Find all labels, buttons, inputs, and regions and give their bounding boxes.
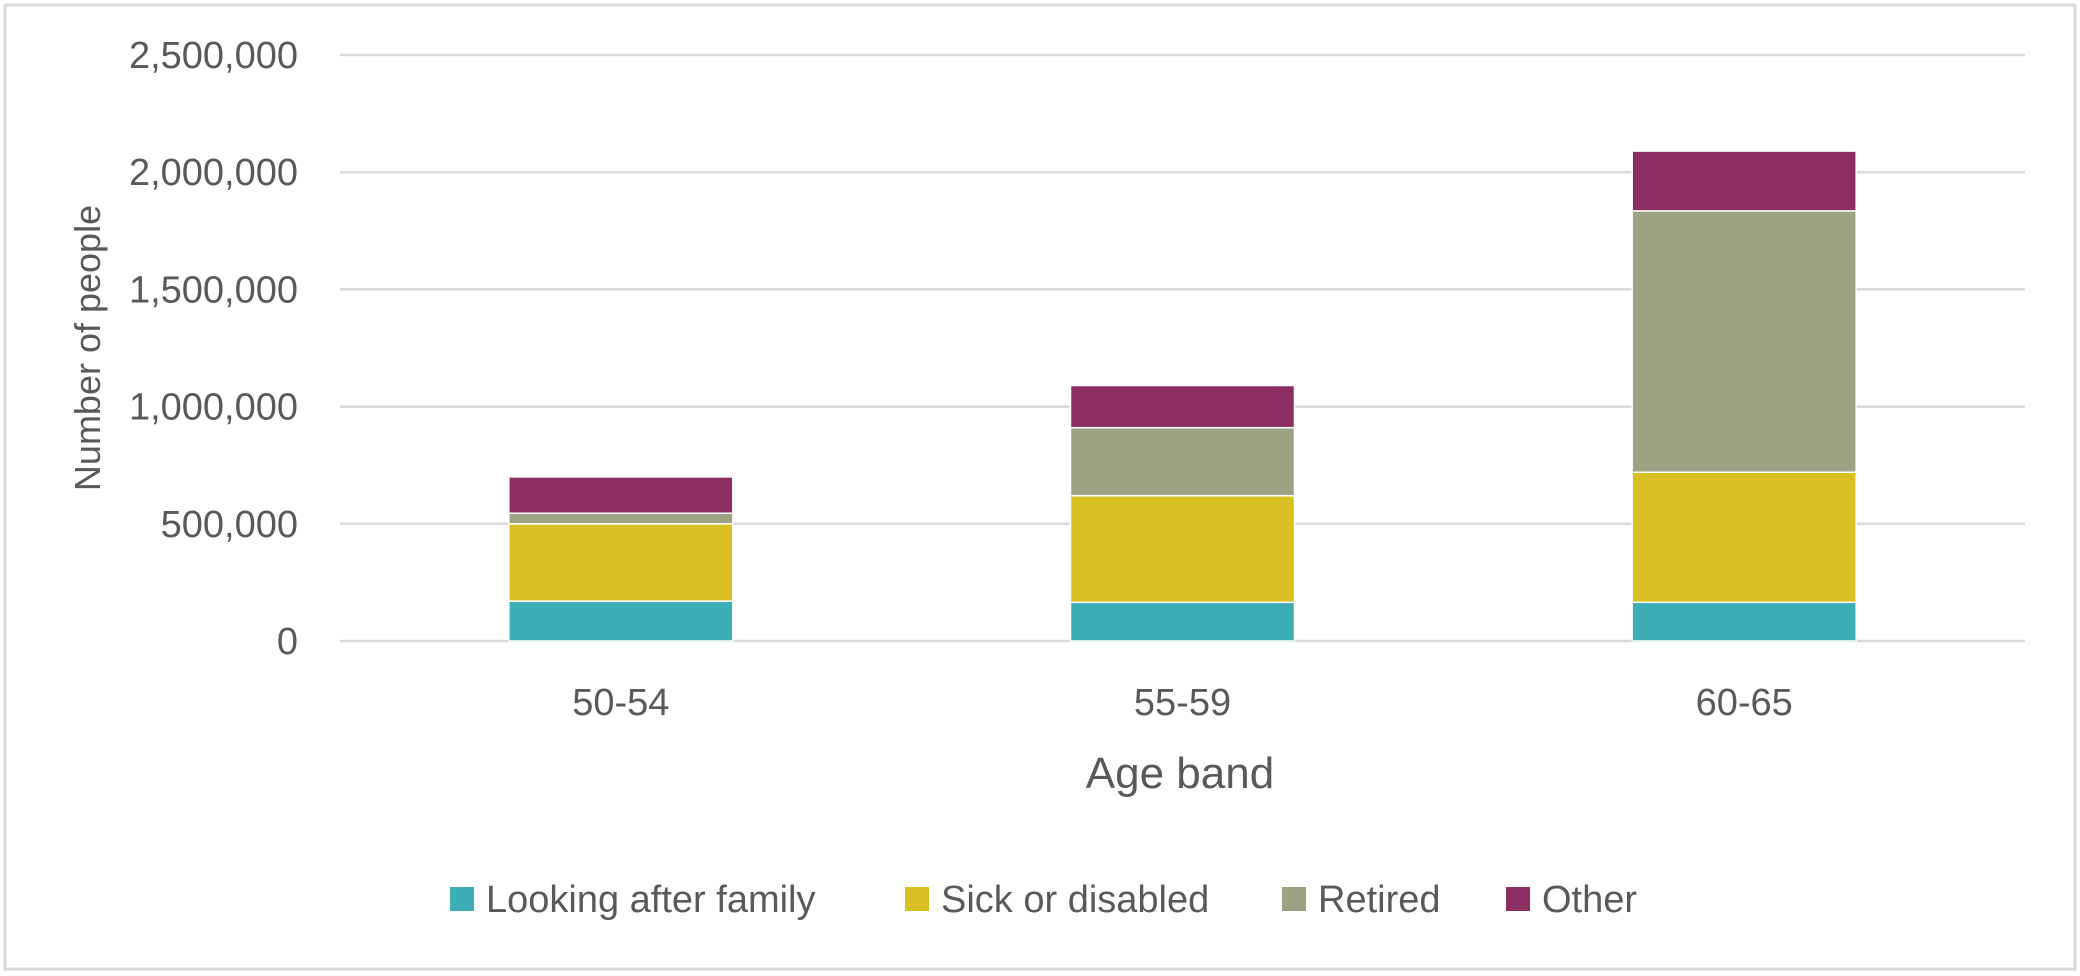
legend-item-other: Other [1506,879,1637,921]
legend-label: Looking after family [486,879,816,921]
bar-segment-other-60-65 [1631,150,1857,212]
legend-swatch [905,887,929,911]
bar-segment-other-50-54 [508,476,734,515]
bar-segment-looking-after-family-60-65 [1631,601,1857,642]
legend-item-looking-after-family: Looking after family [450,879,816,921]
bar-segment-retired-60-65 [1631,210,1857,473]
bar-segment-looking-after-family-50-54 [508,600,734,642]
y-tick-label: 2,000,000 [129,152,298,194]
y-tick-label: 0 [277,621,298,663]
bars [508,150,1857,642]
bar-segment-retired-50-54 [508,512,734,525]
legend: Looking after family Sick or disabled Reti… [450,879,1637,921]
bar-segment-looking-after-family-55-59 [1069,601,1296,642]
x-tick-label: 50-54 [572,682,669,724]
bar-segment-sick-or-disabled-55-59 [1069,494,1296,604]
y-tick-label: 500,000 [161,504,298,546]
legend-item-retired: Retired [1282,879,1441,921]
y-axis-title: Number of people [67,205,108,491]
legend-swatch [1506,887,1530,911]
x-tick-label: 55-59 [1134,682,1231,724]
x-tick-label: 60-65 [1696,682,1793,724]
legend-label: Retired [1318,879,1441,921]
legend-swatch [450,887,474,911]
bar-segment-retired-55-59 [1069,426,1296,497]
x-axis-title: Age band [1086,749,1274,798]
y-tick-label: 1,000,000 [129,387,298,429]
legend-label: Other [1542,879,1637,921]
y-axis-tick-labels: 0 500,000 1,000,000 1,500,000 2,000,000 2,500… [129,35,298,663]
bar-segment-other-55-59 [1069,384,1296,429]
bar-segment-sick-or-disabled-60-65 [1631,471,1857,604]
legend-swatch [1282,887,1306,911]
x-axis-tick-labels: 50-54 55-59 60-65 [572,682,1793,724]
y-tick-label: 1,500,000 [129,269,298,311]
legend-item-sick-or-disabled: Sick or disabled [905,879,1209,921]
y-tick-label: 2,500,000 [129,35,298,77]
bar-segment-sick-or-disabled-50-54 [508,523,734,602]
legend-label: Sick or disabled [941,879,1209,921]
